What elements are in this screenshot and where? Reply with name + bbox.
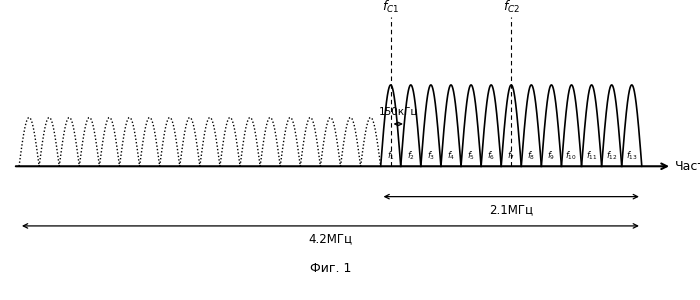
- Text: Частота: Частота: [675, 160, 700, 173]
- Text: $f_9$: $f_9$: [547, 149, 556, 162]
- Text: $f_7$: $f_7$: [507, 149, 515, 162]
- Text: 2.1МГц: 2.1МГц: [489, 203, 533, 216]
- Text: $f_{C1}$: $f_{C1}$: [382, 0, 399, 15]
- Text: $f_{11}$: $f_{11}$: [586, 149, 598, 162]
- Text: 4.2МГц: 4.2МГц: [309, 232, 352, 245]
- Text: $f_8$: $f_8$: [527, 149, 536, 162]
- Text: $f_1$: $f_1$: [386, 149, 395, 162]
- Text: $f_4$: $f_4$: [447, 149, 455, 162]
- Text: $f_2$: $f_2$: [407, 149, 415, 162]
- Text: 150кГц: 150кГц: [379, 106, 418, 116]
- Text: $f_5$: $f_5$: [467, 149, 475, 162]
- Text: Фиг. 1: Фиг. 1: [309, 262, 351, 275]
- Text: $f_3$: $f_3$: [427, 149, 435, 162]
- Text: $f_{10}$: $f_{10}$: [566, 149, 578, 162]
- Text: $f_{12}$: $f_{12}$: [606, 149, 617, 162]
- Text: $f_6$: $f_6$: [487, 149, 496, 162]
- Text: $f_{C2}$: $f_{C2}$: [503, 0, 520, 15]
- Text: $f_{13}$: $f_{13}$: [626, 149, 638, 162]
